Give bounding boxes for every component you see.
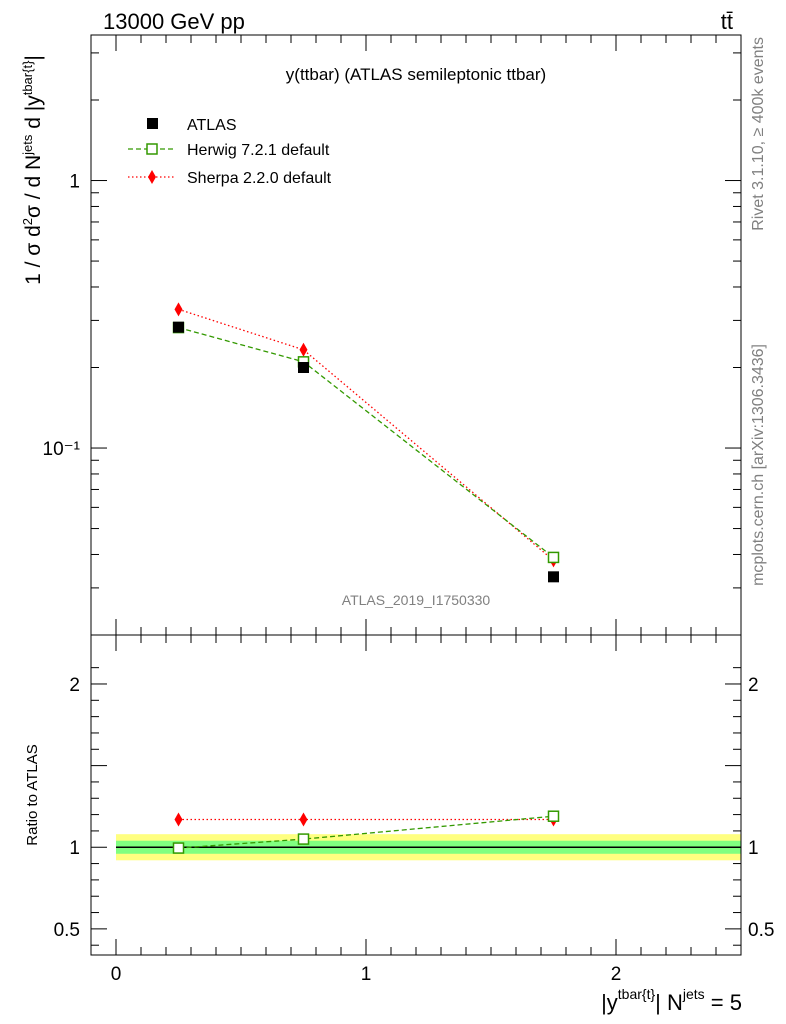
ratio-line-herwig [178, 815, 554, 849]
collision-label: 13000 GeV pp [103, 9, 245, 34]
main-line-sherpa [178, 308, 554, 561]
main-y-axis-label: 1 / σ d2σ / d Njets d |ytbar{t}| [20, 55, 45, 285]
main-panel: 1 10⁻¹ y(ttbar) (ATLAS semileptonic ttbar… [20, 34, 742, 636]
main-point-atlas [298, 362, 309, 374]
plot-title: y(ttbar) (ATLAS semileptonic ttbar) [286, 65, 546, 84]
legend-label-atlas: ATLAS [187, 117, 237, 134]
legend-marker-sherpa [148, 170, 156, 184]
ratio-y-tick-label-right: 0.5 [748, 920, 774, 941]
legend-label-herwig: Herwig 7.2.1 default [187, 142, 330, 159]
main-point-sherpa [174, 302, 183, 317]
ratio-point-herwig [297, 833, 310, 845]
ratio-frame [90, 634, 742, 956]
ratio-y-tick-label-right: 2 [748, 675, 759, 696]
main-point-atlas [548, 571, 559, 583]
ratio-y-tick-label: 2 [69, 675, 80, 696]
rivet-label: Rivet 3.1.10, ≥ 400k events [750, 37, 767, 231]
main-line-herwig [178, 326, 554, 558]
ratio-point-herwig [547, 810, 560, 822]
ratio-y-tick-label: 0.5 [54, 920, 80, 941]
ratio-y-axis-label: Ratio to ATLAS [24, 744, 41, 845]
x-tick-label: 1 [361, 964, 372, 985]
main-point-atlas [173, 321, 184, 333]
x-tick-label: 2 [611, 964, 622, 985]
ratio-point-sherpa [174, 812, 183, 827]
main-point-sherpa [299, 342, 308, 357]
ratio-point-sherpa [299, 812, 308, 827]
main-y-tick-label: 1 [69, 172, 80, 193]
ratio-panel: 2 2 1 1 0.5 0.5 0 1 2 Ratio to ATLAS |ytbar{t}| … [24, 634, 774, 1015]
main-point-herwig [547, 551, 560, 564]
legend-marker-atlas [147, 118, 158, 129]
ratio-point-herwig [172, 842, 185, 854]
mcplots-label: mcplots.cern.ch [arXiv:1306.3436] [750, 344, 767, 586]
x-tick-label: 0 [111, 964, 122, 985]
main-y-tick-label: 10⁻¹ [43, 439, 81, 460]
analysis-watermark: ATLAS_2019_I1750330 [342, 592, 491, 608]
legend-entry-atlas: ATLAS [147, 117, 237, 134]
legend: ATLAS Herwig 7.2.1 default Sherpa 2.2.0 … [128, 117, 332, 187]
legend-marker-herwig [146, 143, 158, 155]
ratio-y-tick-label: 1 [69, 838, 80, 859]
ratio-y-tick-label-right: 1 [748, 838, 759, 859]
x-axis-label: |ytbar{t}| Njets = 5 [601, 986, 742, 1015]
legend-entry-sherpa: Sherpa 2.2.0 default [128, 170, 332, 187]
legend-entry-herwig: Herwig 7.2.1 default [128, 142, 330, 159]
legend-label-sherpa: Sherpa 2.2.0 default [187, 170, 332, 187]
process-label: tt̄ [721, 9, 733, 34]
